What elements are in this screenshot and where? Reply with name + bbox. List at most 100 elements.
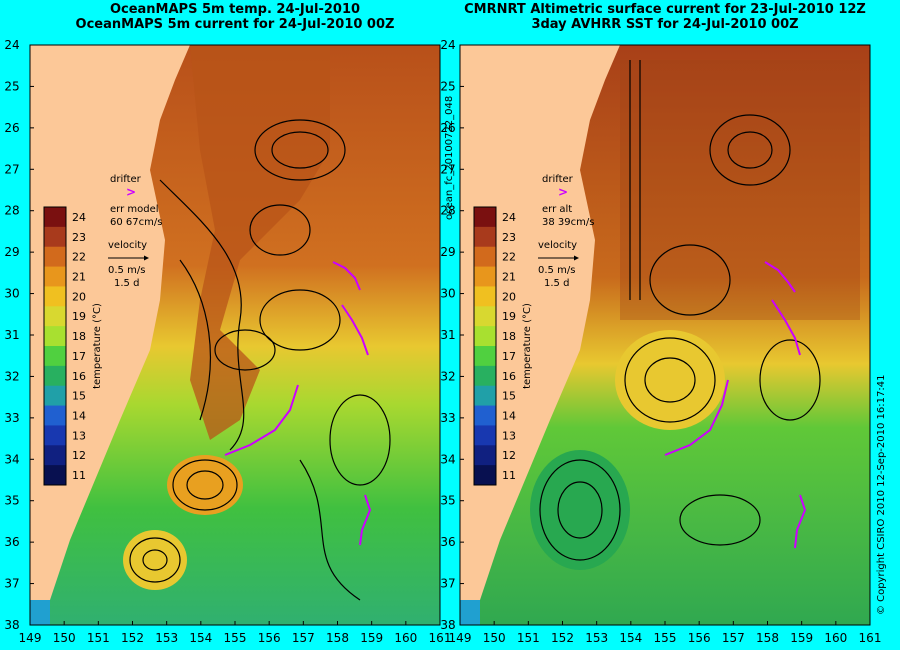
- right-x-tick: 155: [654, 631, 677, 645]
- y-tick-left: 32: [4, 369, 19, 383]
- right-colorbar-tick: 13: [502, 429, 516, 442]
- right-colorbar-tick: 19: [502, 310, 516, 323]
- right-colorbar-tick: 23: [502, 231, 516, 244]
- right-drifter-tracks: [664, 261, 807, 549]
- left-colorbar-swatch: [44, 246, 66, 268]
- right-colorbar-tick: 22: [502, 251, 516, 264]
- y-tick-right: 35: [440, 494, 455, 508]
- axis-ticks: 24 24 25 25 26 26 27 27 28 28 29 29 30 30 31 31 32 32 33 33…: [4, 38, 881, 645]
- left-colorbar: 24 23 22 21 20 19 18 17 16 15 14 13 12 11 temperature …: [43, 206, 103, 486]
- y-tick-right: 30: [440, 287, 455, 301]
- left-x-tick: 152: [121, 631, 144, 645]
- right-title-line2: 3day AVHRR SST for 24-Jul-2010 00Z: [531, 17, 799, 32]
- left-colorbar-swatch: [44, 445, 66, 466]
- left-x-tick: 150: [53, 631, 76, 645]
- right-colorbar-swatch: [474, 465, 496, 486]
- right-velocity-value: 0.5 m/s: [538, 265, 575, 276]
- left-drifter-tracks: [224, 261, 372, 546]
- left-x-tick: 160: [394, 631, 417, 645]
- left-streamlines: [129, 119, 391, 601]
- left-x-tick: 161: [429, 631, 452, 645]
- left-colorbar-tick: 11: [72, 469, 86, 482]
- right-colorbar-swatch: [474, 385, 496, 407]
- y-tick-right: 36: [440, 535, 455, 549]
- left-drifter-icon: >: [126, 185, 136, 199]
- right-warm-region: [620, 60, 860, 320]
- left-warm-core: [190, 45, 330, 440]
- y-tick-right: 34: [440, 452, 455, 466]
- y-tick-right: 31: [440, 328, 455, 342]
- right-eddy-cool: [530, 450, 630, 570]
- left-colorbar-tick: 17: [72, 350, 86, 363]
- right-x-tick: 152: [551, 631, 574, 645]
- right-velocity-label: velocity: [538, 240, 577, 251]
- y-tick-right: 24: [440, 38, 455, 52]
- right-colorbar-swatch: [474, 365, 496, 387]
- y-tick-left: 37: [4, 577, 19, 591]
- left-colorbar-tick: 15: [72, 390, 86, 403]
- left-colorbar-swatch: [44, 306, 66, 327]
- left-x-tick: 153: [155, 631, 178, 645]
- right-colorbar-tick: 15: [502, 390, 516, 403]
- right-x-tick: 158: [756, 631, 779, 645]
- left-velocity-label: velocity: [108, 240, 147, 251]
- left-colorbar-swatch: [44, 385, 66, 407]
- left-panel-title: OceanMAPS 5m temp. 24-Jul-2010 OceanMAPS…: [30, 2, 440, 32]
- right-colorbar-swatch: [474, 207, 496, 228]
- left-title-line1: OceanMAPS 5m temp. 24-Jul-2010: [109, 2, 361, 17]
- y-tick-left: 29: [4, 245, 19, 259]
- left-x-tick: 151: [87, 631, 110, 645]
- y-tick-right: 37: [440, 577, 455, 591]
- right-title-line1: CMRNRT Altimetric surface current for 23…: [464, 2, 866, 17]
- left-colorbar-tick: 13: [72, 429, 86, 442]
- right-err-label: err alt: [542, 204, 572, 215]
- y-tick-left: 36: [4, 535, 19, 549]
- y-tick-left: 28: [4, 204, 19, 218]
- left-velocity-time: 1.5 d: [114, 278, 139, 289]
- right-colorbar-tick: 21: [502, 271, 516, 284]
- left-colorbar-tick: 14: [72, 410, 86, 423]
- left-colorbar-swatch: [44, 226, 66, 248]
- y-tick-left: 30: [4, 287, 19, 301]
- right-colorbar-swatch: [474, 326, 496, 347]
- left-colorbar-swatch: [44, 425, 66, 446]
- right-colorbar-label: temperature (°C): [522, 303, 533, 389]
- y-tick-right: 38: [440, 618, 455, 632]
- right-x-tick: 161: [859, 631, 882, 645]
- left-x-tick: 154: [189, 631, 212, 645]
- right-colorbar-swatch: [474, 226, 496, 248]
- right-colorbar-tick: 20: [502, 290, 516, 303]
- right-colorbar-swatch: [474, 425, 496, 446]
- right-colorbar-swatch: [474, 286, 496, 307]
- left-map: [30, 45, 440, 625]
- left-colorbar-tick: 23: [72, 231, 86, 244]
- y-tick-right: 27: [440, 162, 455, 176]
- right-land: [460, 45, 620, 615]
- left-eddy-warm: [167, 455, 243, 515]
- y-tick-left: 38: [4, 618, 19, 632]
- right-colorbar-tick: 17: [502, 350, 516, 363]
- y-tick-right: 28: [440, 204, 455, 218]
- right-legend: drifter > err alt 38 39cm/s velocity 0.5…: [538, 174, 594, 289]
- right-streamlines: [539, 60, 821, 561]
- left-colorbar-tick: 16: [72, 370, 86, 383]
- y-tick-left: 35: [4, 494, 19, 508]
- right-colorbar-swatch: [474, 405, 496, 426]
- right-colorbar-tick: 14: [502, 410, 516, 423]
- left-colorbar-tick: 18: [72, 330, 86, 343]
- copyright-label: © Copyright CSIRO 2010 12-Sep-2010 16:17…: [876, 374, 887, 615]
- left-colorbar-swatch: [44, 465, 66, 486]
- left-x-tick: 159: [360, 631, 383, 645]
- right-colorbar-swatch: [474, 346, 496, 367]
- left-err-label: err model: [110, 204, 159, 215]
- y-tick-right: 33: [440, 411, 455, 425]
- right-colorbar-swatch: [474, 445, 496, 466]
- y-tick-right: 26: [440, 121, 455, 135]
- right-panel-title: CMRNRT Altimetric surface current for 23…: [460, 2, 870, 32]
- left-err-value: 60 67cm/s: [110, 217, 162, 228]
- left-colorbar-tick: 19: [72, 310, 86, 323]
- left-x-tick: 157: [292, 631, 315, 645]
- right-colorbar-tick: 24: [502, 211, 516, 224]
- right-colorbar-tick: 18: [502, 330, 516, 343]
- left-x-tick: 156: [258, 631, 281, 645]
